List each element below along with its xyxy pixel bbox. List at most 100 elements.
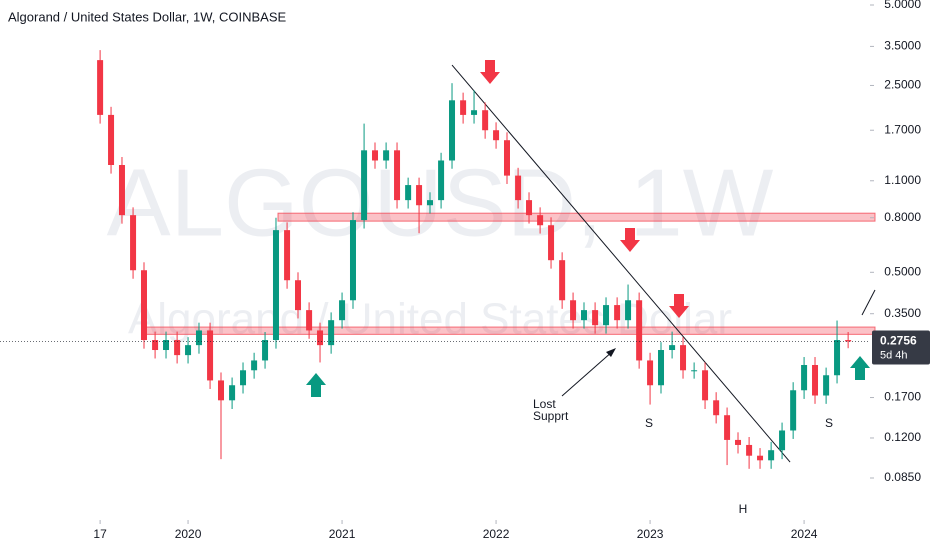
y-tick-label: 0.0850	[884, 470, 921, 484]
candle-body	[537, 215, 544, 226]
up-arrow	[850, 356, 870, 380]
candle-body	[548, 225, 555, 261]
y-tick-label: 1.1000	[884, 173, 921, 187]
candle-body	[735, 439, 742, 445]
candle-body	[790, 390, 797, 431]
candle-body	[251, 360, 258, 371]
x-tick-label: 2023	[637, 527, 664, 541]
candle-body	[691, 370, 698, 372]
zone	[277, 212, 876, 222]
candle-body	[823, 375, 830, 396]
candle-body	[526, 200, 533, 216]
x-tick-label: 2024	[791, 527, 818, 541]
y-tick-label: 0.5000	[884, 264, 921, 278]
candle-body	[426, 200, 433, 206]
down-arrow	[620, 228, 640, 252]
candle-body	[636, 300, 643, 361]
candle-body	[272, 230, 279, 341]
candle-body	[702, 370, 709, 401]
candle-body	[108, 114, 115, 166]
candle-body	[339, 300, 346, 321]
candle-body	[295, 280, 302, 311]
candle-body	[130, 215, 137, 271]
chart-title: Algorand / United States Dollar, 1W, COI…	[8, 9, 287, 24]
candle-body	[152, 340, 159, 351]
y-tick-label: 0.1700	[884, 390, 921, 404]
y-tick-label: 5.0000	[884, 0, 921, 11]
x-tick-label: 2020	[175, 527, 202, 541]
zones	[142, 64, 876, 463]
candle-body	[349, 220, 356, 301]
candle-body	[438, 160, 445, 201]
candle-body	[834, 340, 841, 376]
candle-body	[592, 310, 599, 326]
candle-body	[581, 310, 588, 321]
candle-body	[757, 455, 764, 461]
candle-body	[503, 140, 510, 176]
annotation: Supprt	[533, 409, 569, 423]
countdown: 5d 4h	[880, 349, 908, 361]
candle-body	[746, 444, 753, 456]
zone	[142, 326, 876, 335]
candle-body	[195, 330, 202, 346]
candle-body	[515, 175, 522, 201]
y-tick-label: 3.5000	[884, 39, 921, 53]
annotation: S	[825, 416, 833, 430]
candles	[97, 50, 852, 469]
candle-body	[680, 345, 687, 371]
candle-body	[812, 365, 819, 396]
candle-body	[724, 415, 731, 440]
candle-body	[163, 340, 170, 351]
candle-body	[361, 150, 368, 221]
candle-body	[174, 340, 181, 356]
x-tick-label: 2021	[329, 527, 356, 541]
candle-body	[218, 380, 225, 401]
candle-body	[625, 300, 632, 321]
candle-body	[471, 110, 478, 115]
candle-body	[394, 150, 401, 201]
candle-body	[97, 60, 104, 115]
candle-body	[317, 330, 324, 346]
watermark-name: Algorand / United States Dollar	[128, 295, 732, 344]
candle-body	[669, 345, 676, 351]
candle-body	[284, 230, 291, 281]
candle-body	[779, 430, 786, 451]
candle-body	[493, 130, 500, 141]
y-tick-label: 0.1200	[884, 430, 921, 444]
annotation-arrowhead	[606, 348, 616, 357]
annotation: Lost	[533, 397, 556, 411]
y-tick-label: 0.3500	[884, 306, 921, 320]
candle-body	[140, 270, 147, 341]
overlay: Lost Supprt S H S	[306, 60, 876, 516]
candle-body	[614, 305, 621, 321]
down-arrow	[480, 60, 500, 84]
candle-body	[383, 150, 390, 161]
x-tick-label: 2022	[483, 527, 510, 541]
candle-body	[801, 365, 808, 391]
candle-body	[372, 150, 379, 161]
candle-body	[559, 260, 566, 301]
annotation-arrow	[561, 350, 614, 397]
candle-body	[713, 400, 720, 416]
candle-body	[185, 345, 192, 356]
annotation: S	[645, 416, 653, 430]
down-arrow	[669, 294, 689, 318]
candle-body	[658, 350, 665, 386]
candle-body	[603, 305, 610, 326]
candle-body	[240, 370, 247, 386]
candle-body	[405, 185, 412, 201]
candle-body	[262, 340, 269, 361]
candle-body	[768, 450, 775, 461]
annotation: H	[739, 502, 748, 516]
candle-body	[328, 320, 335, 346]
candle-body	[482, 110, 489, 131]
candle-body	[449, 100, 456, 161]
candle-body	[647, 360, 654, 386]
candle-body	[460, 100, 467, 115]
last-price-box	[872, 330, 930, 365]
trendline	[451, 64, 791, 463]
y-tick-label: 0.8000	[884, 210, 921, 224]
x-tick-label: 17	[93, 527, 107, 541]
